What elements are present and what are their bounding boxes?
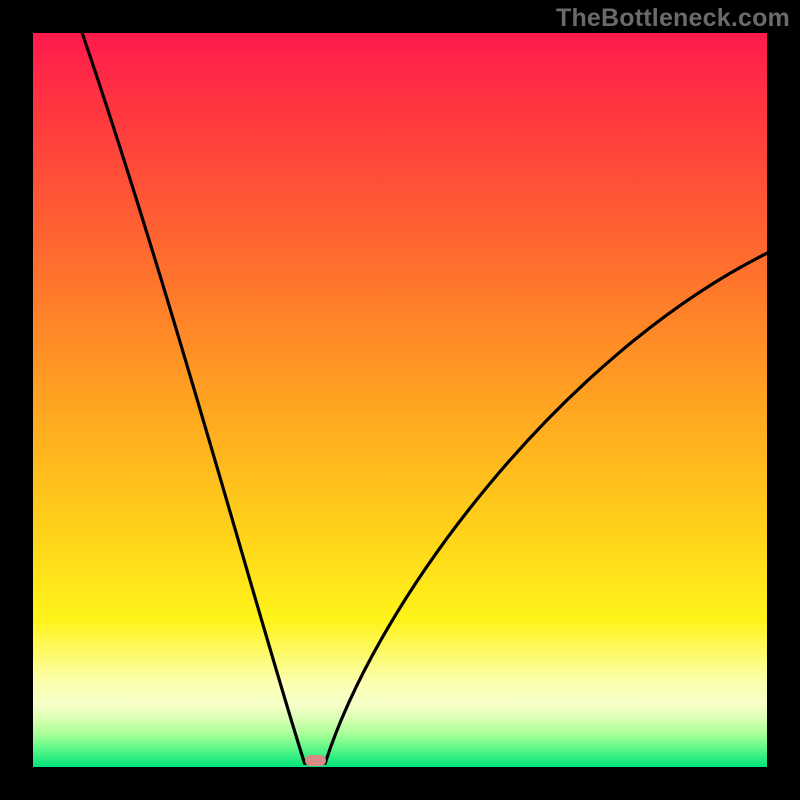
optimal-point-marker [305, 755, 326, 766]
bottleneck-curve [33, 33, 767, 767]
chart-area [33, 33, 767, 767]
watermark-text: TheBottleneck.com [556, 4, 790, 33]
